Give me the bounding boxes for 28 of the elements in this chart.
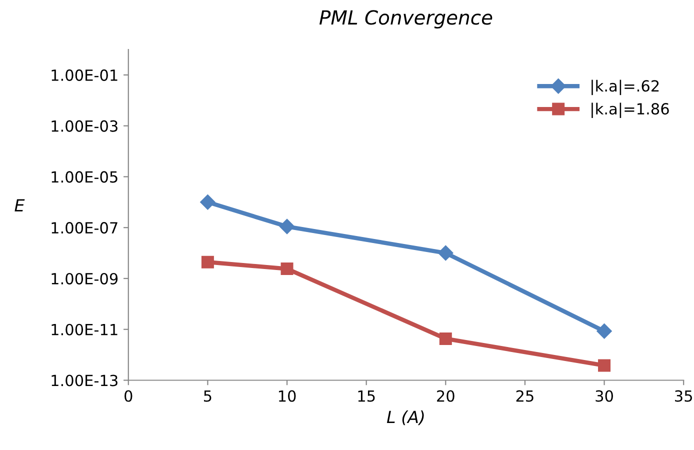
- x-tick-label: 10: [278, 390, 296, 402]
- point: [596, 324, 612, 339]
- y-tick-label: 1.00E-01: [52, 69, 118, 81]
- x-tick-label: 20: [437, 390, 454, 402]
- point: [598, 359, 611, 372]
- x-tick-label: 5: [204, 390, 212, 402]
- chart-title: PML Convergence: [319, 10, 492, 29]
- point: [438, 245, 454, 261]
- x-tick-label: 0: [124, 390, 132, 402]
- point: [200, 194, 216, 210]
- y-tick-label: 1.00E-09: [52, 272, 118, 284]
- y-tick-label: 1.00E-13: [52, 374, 118, 386]
- x-tick-label: 25: [516, 390, 534, 402]
- x-axis-title: L (A): [386, 410, 424, 426]
- x-tick-label: 30: [596, 390, 613, 402]
- legend-label: |k.a|=1.86: [592, 102, 669, 118]
- y-axis-title: E: [14, 199, 25, 212]
- y-tick-label: 1.00E-07: [52, 222, 118, 234]
- x-tick-label: 15: [358, 390, 375, 402]
- point: [280, 262, 294, 276]
- y-tick-label: 1.00E-05: [52, 171, 118, 183]
- point: [201, 256, 214, 268]
- legend-label: |k.a|=.62: [592, 80, 659, 96]
- x-tick-label: 35: [675, 390, 692, 402]
- point: [279, 218, 295, 234]
- point: [439, 332, 452, 345]
- y-tick-label: 1.00E-11: [52, 324, 118, 336]
- y-tick-label: 1.00E-03: [52, 120, 118, 132]
